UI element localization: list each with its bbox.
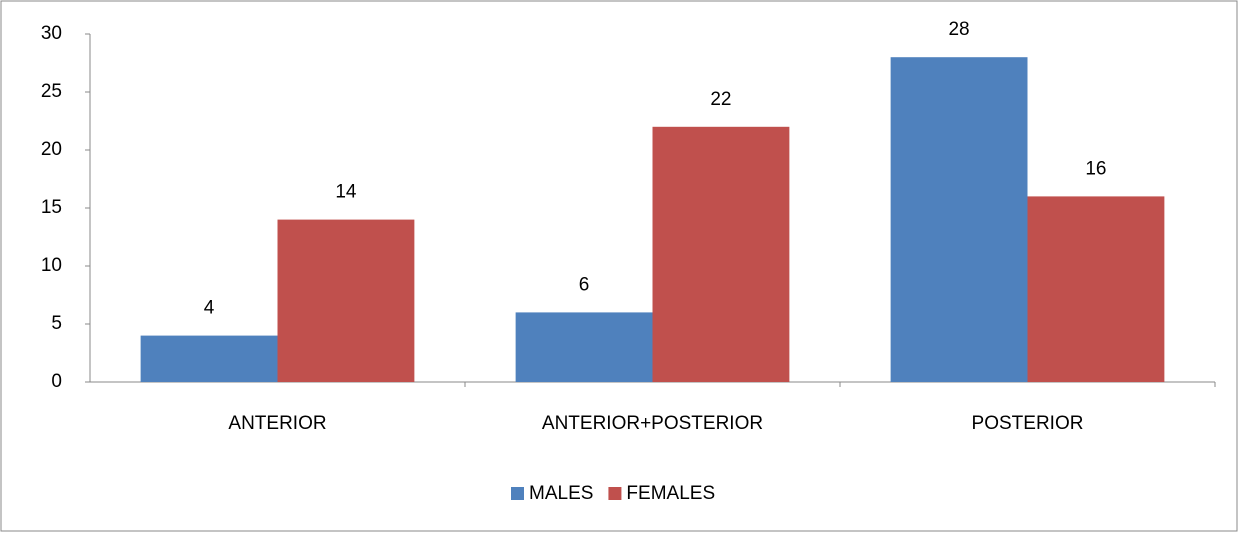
bar	[140, 335, 278, 382]
data-label: 14	[335, 182, 357, 203]
y-tick-label: 25	[41, 81, 62, 102]
legend-label: MALES	[529, 483, 593, 504]
y-tick-label: 15	[41, 197, 62, 218]
bar	[515, 312, 653, 382]
legend-swatch	[608, 487, 622, 500]
bar	[277, 219, 415, 382]
x-tick-label: POSTERIOR	[972, 413, 1084, 434]
x-tick-label: ANTERIOR	[228, 413, 326, 434]
bar	[890, 57, 1028, 382]
bar	[1027, 196, 1165, 382]
legend-label: FEMALES	[626, 483, 715, 504]
bar	[652, 126, 790, 382]
data-label: 28	[948, 19, 969, 40]
y-tick-label: 0	[51, 371, 62, 392]
data-label: 16	[1085, 158, 1106, 179]
y-tick-label: 20	[41, 139, 62, 160]
y-tick-label: 10	[41, 255, 62, 276]
legend-swatch	[511, 487, 524, 500]
data-label: 6	[579, 274, 590, 295]
y-tick-label: 30	[41, 23, 62, 44]
x-tick-label: ANTERIOR+POSTERIOR	[542, 413, 763, 434]
y-tick-label: 5	[51, 313, 62, 334]
data-label: 22	[710, 89, 731, 110]
data-label: 4	[204, 298, 215, 319]
